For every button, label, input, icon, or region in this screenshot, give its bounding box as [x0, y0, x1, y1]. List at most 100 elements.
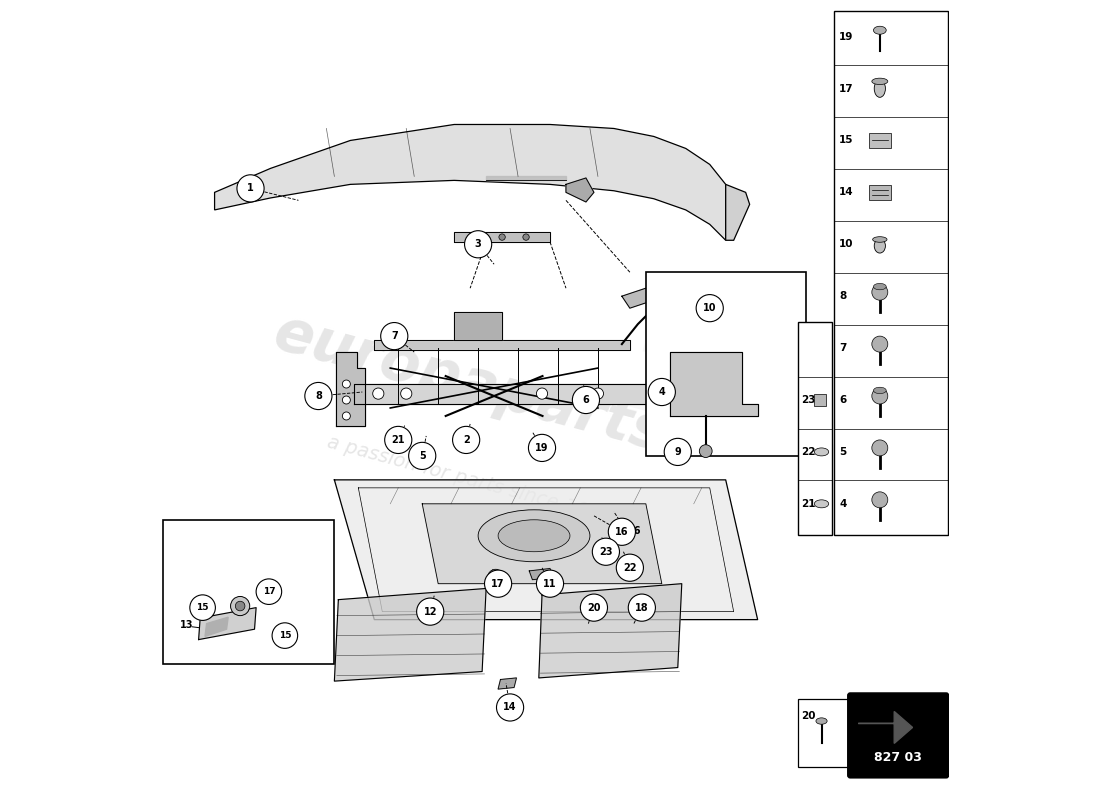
Polygon shape [422, 504, 662, 584]
Circle shape [385, 426, 411, 454]
Circle shape [464, 230, 492, 258]
Text: 19: 19 [536, 443, 549, 453]
Polygon shape [205, 618, 228, 636]
Text: 22: 22 [623, 562, 637, 573]
Circle shape [872, 284, 888, 300]
Circle shape [872, 440, 888, 456]
Circle shape [648, 378, 675, 406]
Text: 13: 13 [179, 620, 192, 630]
Text: 23: 23 [801, 395, 815, 405]
Circle shape [452, 426, 480, 454]
Polygon shape [334, 589, 486, 681]
Circle shape [305, 382, 332, 410]
Circle shape [236, 174, 264, 202]
Ellipse shape [873, 26, 887, 34]
Circle shape [492, 574, 499, 582]
Polygon shape [498, 678, 517, 689]
Text: 16: 16 [615, 526, 628, 537]
Circle shape [700, 445, 712, 458]
Polygon shape [486, 176, 566, 180]
Circle shape [872, 492, 888, 508]
Circle shape [475, 234, 482, 240]
Circle shape [537, 570, 563, 598]
Text: 8: 8 [839, 291, 846, 301]
Circle shape [342, 396, 350, 404]
Circle shape [484, 570, 512, 598]
Polygon shape [858, 711, 913, 743]
Circle shape [608, 518, 636, 546]
FancyBboxPatch shape [798, 322, 832, 535]
Circle shape [628, 594, 656, 622]
FancyBboxPatch shape [869, 185, 891, 199]
Text: 14: 14 [504, 702, 517, 713]
Text: 3: 3 [475, 239, 482, 250]
Text: 7: 7 [839, 343, 847, 353]
Text: 6: 6 [583, 395, 590, 405]
Polygon shape [621, 288, 653, 308]
Circle shape [190, 595, 216, 621]
FancyBboxPatch shape [163, 520, 334, 663]
Text: 6: 6 [839, 395, 846, 405]
Text: 23: 23 [600, 546, 613, 557]
FancyBboxPatch shape [798, 699, 848, 767]
Text: 7: 7 [390, 331, 397, 341]
Text: 5: 5 [839, 447, 846, 457]
Circle shape [381, 322, 408, 350]
Circle shape [872, 336, 888, 352]
Text: 5: 5 [419, 451, 426, 461]
Polygon shape [334, 480, 758, 620]
Ellipse shape [498, 520, 570, 552]
Polygon shape [726, 184, 750, 240]
FancyBboxPatch shape [869, 134, 891, 148]
Ellipse shape [874, 80, 886, 98]
Circle shape [499, 234, 505, 240]
Polygon shape [199, 608, 256, 639]
Text: 1: 1 [248, 183, 254, 194]
Text: 21: 21 [392, 435, 405, 445]
Text: 15: 15 [197, 603, 209, 612]
Text: 2: 2 [463, 435, 470, 445]
Text: 18: 18 [635, 602, 649, 613]
FancyBboxPatch shape [848, 693, 948, 778]
Circle shape [664, 438, 692, 466]
Circle shape [496, 694, 524, 721]
Polygon shape [336, 352, 365, 426]
Text: 8: 8 [315, 391, 322, 401]
Text: 17: 17 [839, 83, 854, 94]
Text: 11: 11 [543, 578, 557, 589]
Polygon shape [529, 569, 554, 580]
Ellipse shape [873, 283, 887, 290]
Circle shape [373, 388, 384, 399]
Circle shape [272, 623, 298, 648]
Ellipse shape [872, 78, 888, 85]
Circle shape [572, 386, 600, 414]
Polygon shape [566, 178, 594, 202]
Text: 16: 16 [627, 526, 641, 536]
Circle shape [408, 442, 436, 470]
Circle shape [235, 602, 245, 611]
Text: 21: 21 [801, 499, 815, 509]
Ellipse shape [814, 448, 828, 456]
Ellipse shape [872, 237, 887, 242]
Circle shape [528, 434, 556, 462]
Text: 17: 17 [263, 587, 275, 596]
Circle shape [592, 538, 619, 566]
Text: 9: 9 [674, 447, 681, 457]
Text: 20: 20 [802, 711, 816, 722]
Circle shape [231, 597, 250, 616]
Ellipse shape [478, 510, 590, 562]
Text: a passion for parts since 1985: a passion for parts since 1985 [326, 433, 615, 527]
Circle shape [592, 388, 604, 399]
Circle shape [872, 388, 888, 404]
Text: 19: 19 [839, 32, 854, 42]
Text: 1985: 1985 [610, 333, 904, 499]
Text: 14: 14 [839, 187, 854, 198]
Text: 4: 4 [659, 387, 666, 397]
Ellipse shape [814, 500, 828, 508]
Circle shape [522, 234, 529, 240]
Ellipse shape [873, 387, 887, 394]
Circle shape [537, 388, 548, 399]
FancyBboxPatch shape [814, 394, 826, 406]
Polygon shape [539, 584, 682, 678]
Text: 17: 17 [492, 578, 505, 589]
